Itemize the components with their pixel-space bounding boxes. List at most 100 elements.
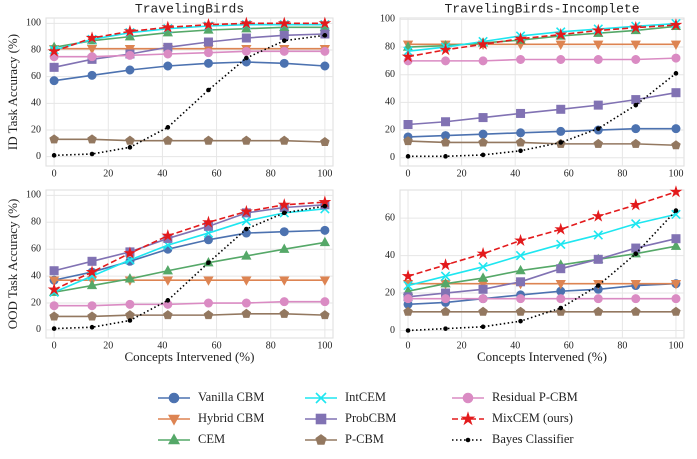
- x-tick-label: 100: [668, 340, 683, 351]
- data-point: [86, 45, 98, 55]
- data-point: [85, 31, 99, 44]
- y-tick-label: 100: [380, 14, 395, 25]
- y-tick-label: 40: [31, 98, 41, 109]
- legend-marker: [465, 437, 471, 443]
- data-point: [593, 306, 604, 316]
- x-tick-label: 20: [457, 340, 467, 351]
- data-point: [405, 154, 411, 159]
- data-point: [556, 294, 566, 304]
- data-point: [401, 269, 415, 282]
- data-point: [403, 136, 413, 146]
- series-line: [54, 138, 325, 143]
- data-point: [125, 299, 135, 309]
- x-tick-label: 0: [406, 168, 411, 179]
- data-point: [48, 276, 60, 286]
- data-point: [631, 54, 641, 64]
- legend-label: Vanilla CBM: [198, 390, 264, 404]
- data-point: [556, 264, 566, 274]
- data-point: [127, 318, 133, 323]
- data-point: [279, 276, 290, 286]
- data-point: [203, 58, 213, 68]
- data-point: [241, 308, 252, 318]
- x-tick-label: 80: [266, 168, 276, 179]
- data-point: [206, 260, 211, 265]
- data-point: [671, 306, 681, 316]
- data-point: [515, 264, 526, 275]
- data-point: [87, 134, 97, 144]
- x-tick-label: 60: [564, 168, 574, 179]
- series-line: [408, 127, 676, 138]
- data-point: [671, 53, 681, 63]
- series-line: [408, 57, 676, 62]
- data-point: [593, 40, 604, 50]
- data-point: [515, 250, 526, 261]
- data-point: [125, 50, 135, 60]
- legend-marker: [315, 413, 327, 425]
- data-point: [202, 17, 215, 31]
- data-point: [162, 265, 173, 275]
- data-point: [671, 88, 681, 98]
- data-point: [320, 61, 330, 71]
- data-point: [518, 318, 523, 324]
- data-point: [593, 254, 603, 264]
- data-point: [593, 54, 603, 64]
- data-point: [441, 117, 451, 127]
- data-point: [165, 298, 171, 303]
- data-point: [163, 49, 173, 59]
- data-point: [203, 298, 213, 308]
- data-point: [281, 210, 287, 216]
- data-point: [49, 266, 59, 276]
- data-point: [49, 134, 59, 144]
- data-point: [478, 284, 488, 294]
- data-point: [124, 273, 136, 283]
- series-line: [407, 237, 677, 298]
- data-point: [516, 108, 526, 118]
- x-tick-label: 60: [212, 340, 222, 351]
- y-axis-label: ID Task Accuracy (%): [5, 34, 20, 150]
- data-point: [516, 277, 526, 287]
- data-point: [405, 328, 411, 333]
- series-line: [53, 23, 325, 51]
- data-point: [403, 294, 413, 304]
- data-point: [240, 16, 253, 29]
- data-point: [322, 33, 328, 38]
- legend-label: P-CBM: [345, 432, 384, 446]
- y-tick-label: 80: [31, 217, 41, 228]
- series-line: [54, 205, 326, 330]
- data-point: [593, 230, 604, 240]
- legend-label: IntCEM: [345, 390, 386, 404]
- y-tick-label: 20: [31, 124, 41, 135]
- data-point: [478, 129, 488, 139]
- data-point: [320, 310, 330, 320]
- y-tick-label: 0: [390, 325, 395, 336]
- data-point: [477, 272, 489, 282]
- data-point: [441, 294, 451, 304]
- data-point: [443, 326, 448, 331]
- data-point: [241, 46, 251, 56]
- data-point: [241, 135, 252, 145]
- data-point: [89, 151, 95, 157]
- x-tick-label: 0: [406, 340, 411, 351]
- data-point: [203, 135, 214, 145]
- y-tick-label: 20: [385, 287, 395, 298]
- data-point: [671, 294, 681, 304]
- data-point: [593, 294, 603, 304]
- data-point: [518, 148, 523, 154]
- y-tick-label: 80: [385, 41, 395, 52]
- data-point: [480, 324, 486, 330]
- data-point: [320, 225, 330, 235]
- data-point: [595, 283, 601, 288]
- data-point: [476, 37, 490, 50]
- y-tick-label: 20: [385, 124, 395, 135]
- series-line: [408, 140, 676, 147]
- data-point: [279, 135, 290, 145]
- data-point: [558, 305, 564, 311]
- data-point: [86, 279, 98, 290]
- data-point: [277, 16, 291, 29]
- data-point: [47, 44, 61, 57]
- data-point: [669, 18, 683, 31]
- x-tick-label: 80: [266, 340, 276, 351]
- data-point: [478, 137, 488, 147]
- data-point: [123, 24, 137, 37]
